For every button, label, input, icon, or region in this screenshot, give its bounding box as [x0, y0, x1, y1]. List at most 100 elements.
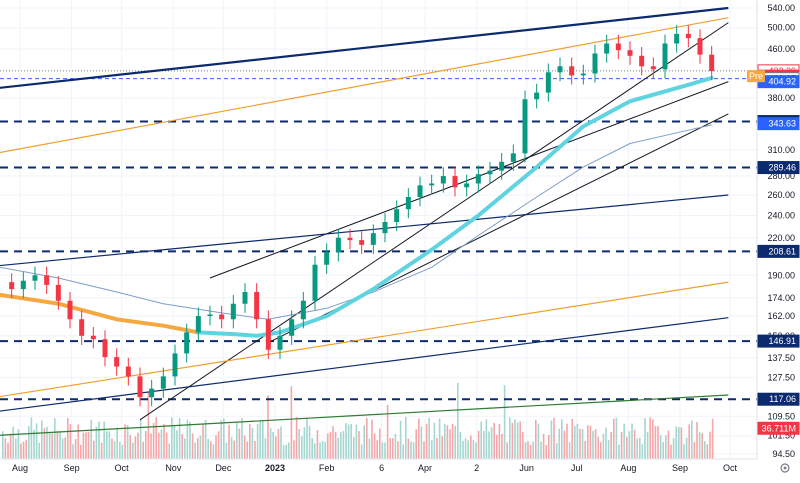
volume-bar: [360, 444, 363, 459]
volume-bar: [129, 434, 131, 459]
volume-bar: [254, 441, 256, 459]
volume-bar: [685, 437, 688, 459]
volume-bar: [532, 441, 534, 459]
candle-body: [627, 50, 633, 56]
candle-body: [709, 54, 715, 72]
volume-bar: [171, 417, 173, 459]
volume-bar: [428, 417, 430, 459]
volume-bar: [592, 430, 594, 459]
candle-body: [55, 284, 61, 301]
volume-bar: [636, 438, 638, 459]
x-axis-panel[interactable]: [0, 459, 800, 478]
volume-bar: [20, 443, 22, 459]
candle-body: [277, 335, 283, 350]
volume-bar: [217, 431, 220, 459]
candle-body: [32, 275, 38, 281]
y-tick-label: 240.00: [767, 211, 795, 221]
volume-bar: [202, 424, 204, 459]
x-tick-label: Aug: [620, 463, 636, 473]
y-tick-label: 109.50: [767, 411, 795, 421]
volume-bar: [197, 437, 199, 459]
volume-bar: [22, 441, 25, 459]
volume-bar: [228, 424, 230, 459]
volume-bar: [709, 431, 711, 459]
candle-body: [265, 319, 271, 350]
volume-bar: [566, 423, 568, 459]
volume-bar: [568, 442, 571, 459]
volume-bar: [223, 418, 225, 459]
volume-bar: [280, 426, 282, 459]
volume-bar: [243, 435, 246, 459]
volume-bar: [17, 429, 20, 459]
volume-bar: [142, 441, 144, 459]
volume-bar: [173, 426, 176, 459]
volume-bar: [680, 427, 683, 459]
x-tick-label: 6: [379, 463, 384, 473]
x-axis-ticks: Aug Sep Oct Nov Dec 2023 Feb 6 Apr 2 Jun Jul Aug Sep O…: [12, 463, 738, 473]
volume-bar: [124, 424, 126, 459]
volume-bar: [626, 436, 628, 459]
volume-bar: [145, 431, 147, 459]
volume-bar: [483, 430, 485, 459]
volume-bar: [449, 429, 451, 459]
volume-bar: [628, 431, 631, 459]
volume-bar: [72, 444, 74, 459]
y-tick-label: 174.00: [767, 293, 795, 303]
volume-bar: [407, 438, 410, 459]
volume-bar: [293, 440, 295, 459]
volume-bar: [189, 421, 191, 459]
volume-bar: [561, 419, 563, 459]
volume-bar: [199, 435, 202, 459]
volume-bar: [204, 419, 207, 459]
candle-body: [429, 183, 435, 186]
volume-bar: [371, 419, 373, 459]
candle-body: [370, 233, 376, 245]
x-tick-label: 2023: [265, 463, 285, 473]
y-tick-label: 260.00: [767, 190, 795, 200]
volume-bar: [282, 444, 285, 459]
x-tick-label: Sep: [672, 463, 688, 473]
volume-bar: [207, 438, 209, 459]
volume-bar: [324, 441, 326, 459]
x-tick-label: 2: [474, 463, 479, 473]
price-tag: 146.91: [757, 334, 800, 348]
volume-bar: [327, 433, 329, 459]
volume-bar: [121, 444, 124, 459]
volume-bar: [113, 441, 116, 459]
volume-bar: [43, 428, 46, 459]
volume-bar: [178, 418, 181, 459]
candle-body: [289, 319, 295, 336]
price-tag-box: [757, 161, 800, 175]
volume-bar: [311, 438, 313, 459]
x-tick-label: Sep: [64, 463, 80, 473]
volume-bar: [524, 442, 527, 459]
price-tag: 208.61: [757, 244, 800, 258]
price-tag-box: [757, 244, 800, 258]
volume-bar: [126, 424, 129, 459]
volume-bar: [150, 433, 152, 459]
price-tag: 36.711M: [757, 421, 800, 435]
volume-bar: [550, 420, 553, 459]
volume-bar: [269, 427, 272, 459]
volume-bar: [298, 429, 300, 459]
volume-bar: [285, 444, 287, 459]
volume-bar: [337, 437, 339, 459]
price-tag-box: [757, 421, 800, 435]
y-tick-label: 127.50: [767, 372, 795, 382]
volume-bar: [477, 430, 480, 459]
volume-bar: [675, 426, 677, 459]
volume-bar: [576, 423, 579, 459]
ma-thin-line: [0, 124, 712, 320]
settings-icon[interactable]: [780, 463, 790, 473]
candle-body: [219, 314, 225, 320]
ma-thick-line-up: [196, 75, 714, 338]
volume-bar: [488, 431, 490, 459]
x-tick-label: Dec: [215, 463, 232, 473]
volume-bar: [516, 422, 519, 459]
volume-bar: [69, 424, 72, 459]
price-tag-box: [757, 392, 800, 406]
volume-bar: [542, 433, 545, 459]
volume-bar: [303, 427, 306, 459]
volume-bar: [191, 433, 194, 459]
